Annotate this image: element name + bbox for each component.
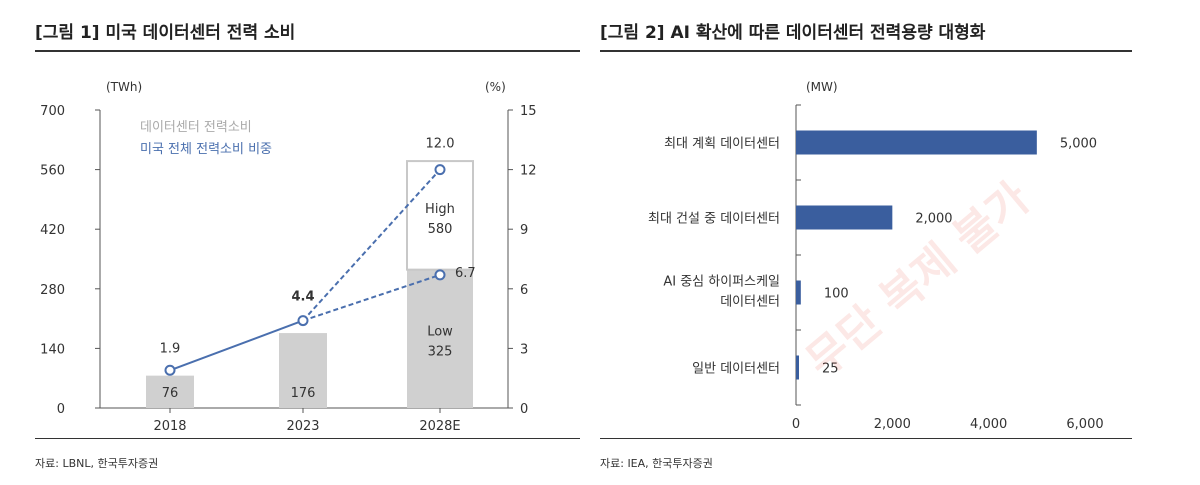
chart2-category-label: 최대 계획 데이터센터	[664, 137, 780, 152]
chart1-projection-point	[434, 269, 446, 281]
chart2-bottom-rule	[600, 438, 1132, 439]
chart1-title: [그림 1] 미국 데이터센터 전력 소비	[35, 23, 296, 43]
chart2-x-unit: (MW)	[806, 80, 838, 94]
chart2-bar	[796, 130, 1037, 155]
chart1-legend-bar: 데이터센터 전력소비	[140, 120, 252, 135]
chart2-bar-label: 100	[824, 287, 849, 302]
chart1-projection-label: 12.0	[426, 137, 455, 152]
chart1-y-tick-label: 280	[40, 283, 65, 298]
chart1-projection-label: 6.7	[455, 266, 476, 281]
chart1-bottom-rule	[35, 438, 580, 439]
chart2-bar	[796, 280, 801, 305]
chart1-title-rule	[35, 50, 580, 52]
chart1-source: 자료: LBNL, 한국투자증권	[35, 457, 159, 470]
chart1-projection-point	[434, 164, 446, 176]
chart2-bar-label: 5,000	[1060, 137, 1097, 152]
chart2-title: [그림 2] AI 확산에 따른 데이터센터 전력용량 대형화	[600, 23, 986, 43]
chart1-line-point	[164, 364, 176, 376]
chart2-title-rule	[600, 50, 1132, 52]
chart1-y2-tick-label: 15	[520, 104, 537, 119]
chart1-y-tick-label: 0	[57, 402, 65, 417]
chart1-y2-tick-label: 12	[520, 164, 537, 179]
chart1-y2-tick-label: 6	[520, 283, 528, 298]
chart2-category-label: 데이터센터	[720, 295, 780, 310]
chart1-bar-low	[407, 269, 473, 408]
chart1-x-tick-label: 2028E	[419, 419, 460, 434]
chart1-bar-2018	[146, 375, 194, 408]
chart2-x-tick-label: 4,000	[970, 417, 1007, 432]
chart1-bar-low-name: Low	[427, 325, 453, 340]
chart1-projection-line	[302, 273, 441, 322]
chart1-y-tick-label: 700	[40, 104, 65, 119]
chart1-panel: [그림 1] 미국 데이터센터 전력 소비 자료: LBNL, 한국투자증권	[35, 0, 580, 485]
chart1-x-tick-label: 2023	[286, 419, 319, 434]
chart1-line-point	[297, 315, 309, 327]
chart1-bar-high-name: High	[425, 202, 455, 217]
chart1-line-label: 1.9	[160, 341, 181, 356]
chart1-y2-tick-label: 9	[520, 223, 528, 238]
chart1-legend-line: 미국 전체 전력소비 비중	[140, 142, 272, 157]
chart1-bar-2023	[279, 333, 327, 408]
chart2-bar	[796, 355, 799, 380]
chart1-projection-line	[302, 168, 441, 322]
chart1-bar-label: 176	[291, 386, 316, 401]
chart1-bar-low-label: 325	[428, 345, 453, 360]
chart2-bar-label: 2,000	[915, 212, 952, 227]
chart1-y2-unit: (%)	[485, 80, 506, 94]
chart2-bar-label: 25	[822, 362, 839, 377]
chart1-y-tick-label: 420	[40, 223, 65, 238]
chart1-y-tick-label: 140	[40, 342, 65, 357]
chart1-line-series	[169, 319, 304, 372]
chart2-x-tick-label: 0	[792, 417, 800, 432]
chart2-panel: [그림 2] AI 확산에 따른 데이터센터 전력용량 대형화 자료: IEA,…	[600, 0, 1132, 485]
chart1-y-unit: (TWh)	[106, 80, 142, 94]
chart2-source: 자료: IEA, 한국투자증권	[600, 457, 713, 470]
chart2-category-label: AI 중심 하이퍼스케일	[663, 275, 780, 290]
chart1-line-label: 4.4	[291, 290, 314, 305]
chart1-bar-label: 76	[162, 386, 179, 401]
chart1-y2-tick-label: 0	[520, 402, 528, 417]
chart2-x-tick-label: 6,000	[1066, 417, 1103, 432]
chart1-x-tick-label: 2018	[153, 419, 186, 434]
chart2-category-label: 일반 데이터센터	[692, 362, 780, 377]
chart2-category-label: 최대 건설 중 데이터센터	[648, 212, 780, 227]
chart2-bar	[796, 205, 893, 230]
chart1-bar-high-label: 580	[428, 222, 453, 237]
chart1-y-tick-label: 560	[40, 164, 65, 179]
chart1-bar-high	[406, 160, 474, 271]
chart2-x-tick-label: 2,000	[874, 417, 911, 432]
chart1-y2-tick-label: 3	[520, 342, 528, 357]
